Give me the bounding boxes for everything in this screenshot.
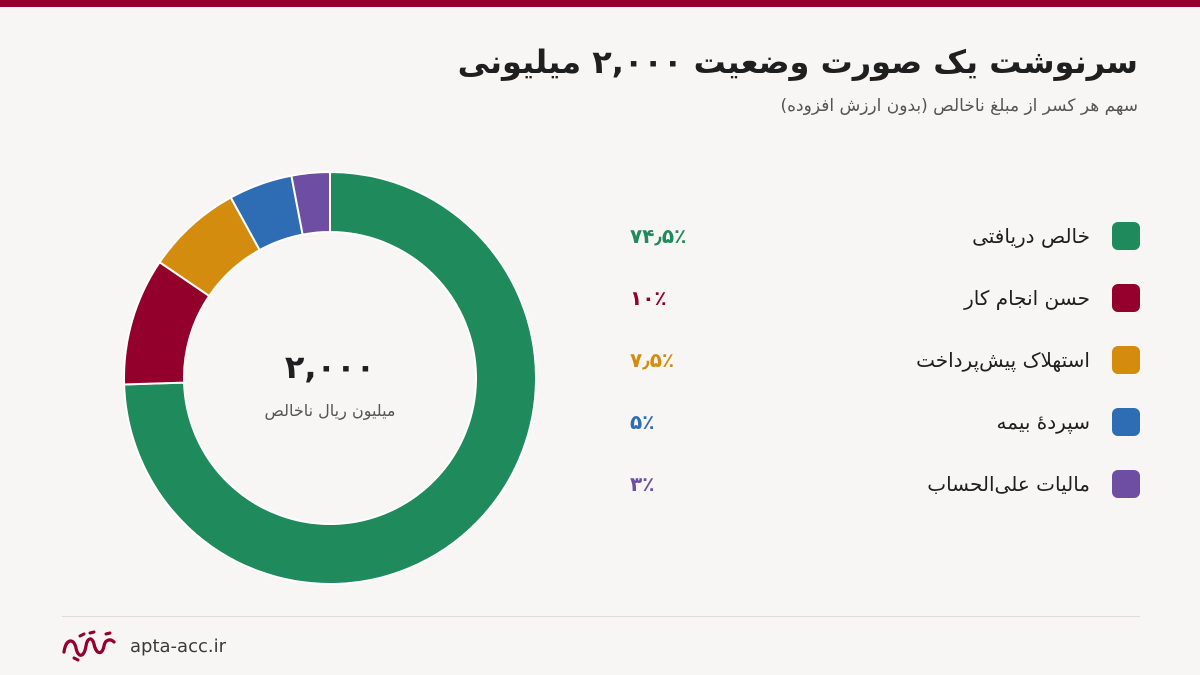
legend-item: مالیات علی‌الحساب ۳٪: [630, 453, 1140, 515]
legend-item: استهلاک پیش‌پرداخت ۷٫۵٪: [630, 329, 1140, 391]
donut-slice: [290, 170, 331, 236]
legend-item: سپردهٔ بیمه ۵٪: [630, 391, 1140, 453]
legend-swatch: [1112, 284, 1140, 312]
legend-label: استهلاک پیش‌پرداخت: [916, 348, 1090, 372]
legend-swatch: [1112, 470, 1140, 498]
apta-logo-icon: [62, 630, 116, 662]
legend-label: حسن انجام کار: [964, 286, 1090, 310]
center-total-label: میلیون ریال ناخالص: [264, 401, 396, 420]
legend-value: ۵٪: [630, 410, 655, 434]
chart-title: سرنوشت یک صورت وضعیت ۲,۰۰۰ میلیونی: [457, 43, 1138, 81]
donut-slice: [123, 170, 537, 585]
legend-swatch: [1112, 222, 1140, 250]
footer-site-url[interactable]: apta-acc.ir: [130, 636, 226, 657]
footer-divider: [62, 616, 1140, 617]
legend-value: ۱۰٪: [630, 286, 667, 310]
legend-swatch: [1112, 346, 1140, 374]
top-accent-bar: [0, 0, 1200, 7]
legend-value: ۳٪: [630, 472, 655, 496]
chart-subtitle: سهم هر کسر از مبلغ ناخالص (بدون ارزش افز…: [780, 96, 1138, 116]
legend-label: خالص دریافتی: [972, 224, 1090, 248]
legend-value: ۷٫۵٪: [630, 348, 675, 372]
legend-swatch: [1112, 408, 1140, 436]
center-total-value: ۲,۰۰۰: [284, 348, 376, 386]
legend-value: ۷۴٫۵٪: [630, 224, 687, 248]
legend-label: سپردهٔ بیمه: [996, 410, 1090, 434]
legend-label: مالیات علی‌الحساب: [927, 472, 1090, 496]
legend-item: حسن انجام کار ۱۰٪: [630, 267, 1140, 329]
legend-item: خالص دریافتی ۷۴٫۵٪: [630, 205, 1140, 267]
chart-legend: خالص دریافتی ۷۴٫۵٪ حسن انجام کار ۱۰٪ استهلاک…: [630, 205, 1140, 515]
